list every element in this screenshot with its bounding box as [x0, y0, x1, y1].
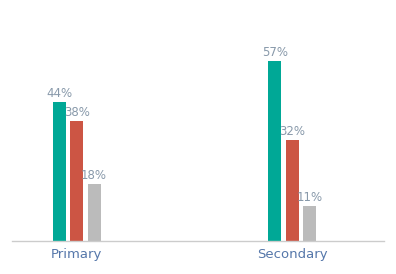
Bar: [88, 184, 101, 241]
Bar: [70, 121, 83, 241]
Bar: [286, 140, 299, 241]
Bar: [303, 206, 316, 241]
Text: 38%: 38%: [64, 105, 89, 119]
Text: 44%: 44%: [46, 87, 72, 100]
Text: 57%: 57%: [262, 45, 288, 59]
Text: 18%: 18%: [81, 169, 107, 182]
Text: 32%: 32%: [280, 124, 305, 138]
Bar: [268, 61, 282, 241]
Bar: [53, 102, 66, 241]
Text: 11%: 11%: [297, 191, 323, 204]
